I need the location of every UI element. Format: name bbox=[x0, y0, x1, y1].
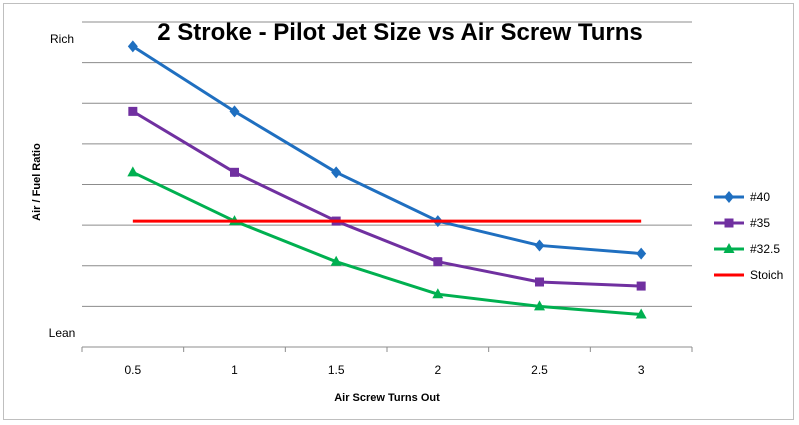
series-40 bbox=[127, 40, 647, 260]
legend: #40 #35 #32.5 Stoich bbox=[714, 190, 783, 282]
x-axis-title: Air Screw Turns Out bbox=[334, 392, 440, 404]
series-35 bbox=[128, 106, 646, 291]
data-point-35 bbox=[636, 281, 646, 291]
legend-item-40: #40 bbox=[714, 190, 770, 204]
chart-title: 2 Stroke - Pilot Jet Size vs Air Screw T… bbox=[157, 19, 643, 46]
x-tick-label: 2 bbox=[434, 363, 441, 377]
data-point-35 bbox=[535, 277, 544, 287]
legend-label: #32.5 bbox=[750, 242, 780, 256]
series-line-40 bbox=[132, 45, 642, 256]
x-tick-label: 1.5 bbox=[328, 363, 345, 377]
legend-item-32-5: #32.5 bbox=[714, 242, 780, 256]
data-point-40 bbox=[636, 247, 647, 260]
data-point-32-5 bbox=[330, 255, 342, 266]
data-point-40 bbox=[534, 239, 545, 252]
data-point-40 bbox=[331, 166, 342, 179]
data-point-35 bbox=[128, 106, 138, 116]
series-layer bbox=[127, 40, 647, 319]
y-tick-label-lean: Lean bbox=[49, 326, 76, 340]
data-point-32-5 bbox=[432, 288, 444, 299]
x-tick-labels: 0.5 1 1.5 2 2.5 3 bbox=[124, 363, 644, 377]
legend-item-stoich: Stoich bbox=[714, 268, 783, 282]
legend-marker bbox=[723, 243, 735, 253]
series-line-32-5 bbox=[132, 170, 642, 316]
legend-item-35: #35 bbox=[714, 216, 770, 230]
x-tick-label: 0.5 bbox=[124, 363, 141, 377]
legend-marker bbox=[724, 218, 734, 228]
legend-label: Stoich bbox=[750, 268, 783, 282]
x-tick-marks bbox=[81, 347, 693, 352]
data-point-32-5 bbox=[635, 308, 647, 319]
y-axis-title: Air / Fuel Ratio bbox=[31, 143, 43, 221]
x-tick-label: 3 bbox=[638, 363, 645, 377]
x-tick-label: 1 bbox=[231, 363, 238, 377]
y-tick-label-rich: Rich bbox=[50, 32, 74, 46]
data-point-32-5 bbox=[534, 300, 545, 311]
chart-frame: 0.5 1 1.5 2 2.5 3 Rich Lean 2 Stroke - Pilot … bbox=[3, 3, 794, 420]
legend-label: #40 bbox=[750, 190, 770, 204]
data-point-35 bbox=[433, 257, 443, 267]
grid-lines bbox=[82, 21, 692, 307]
chart-canvas: 0.5 1 1.5 2 2.5 3 Rich Lean 2 Stroke - Pilot … bbox=[31, 19, 783, 404]
series-line-35 bbox=[132, 110, 642, 288]
x-tick-label: 2.5 bbox=[531, 363, 548, 377]
legend-label: #35 bbox=[750, 216, 770, 230]
data-point-32-5 bbox=[127, 166, 139, 177]
data-point-40 bbox=[127, 40, 138, 53]
legend-marker bbox=[724, 191, 734, 203]
data-point-40 bbox=[229, 105, 240, 118]
data-point-35 bbox=[230, 167, 239, 177]
